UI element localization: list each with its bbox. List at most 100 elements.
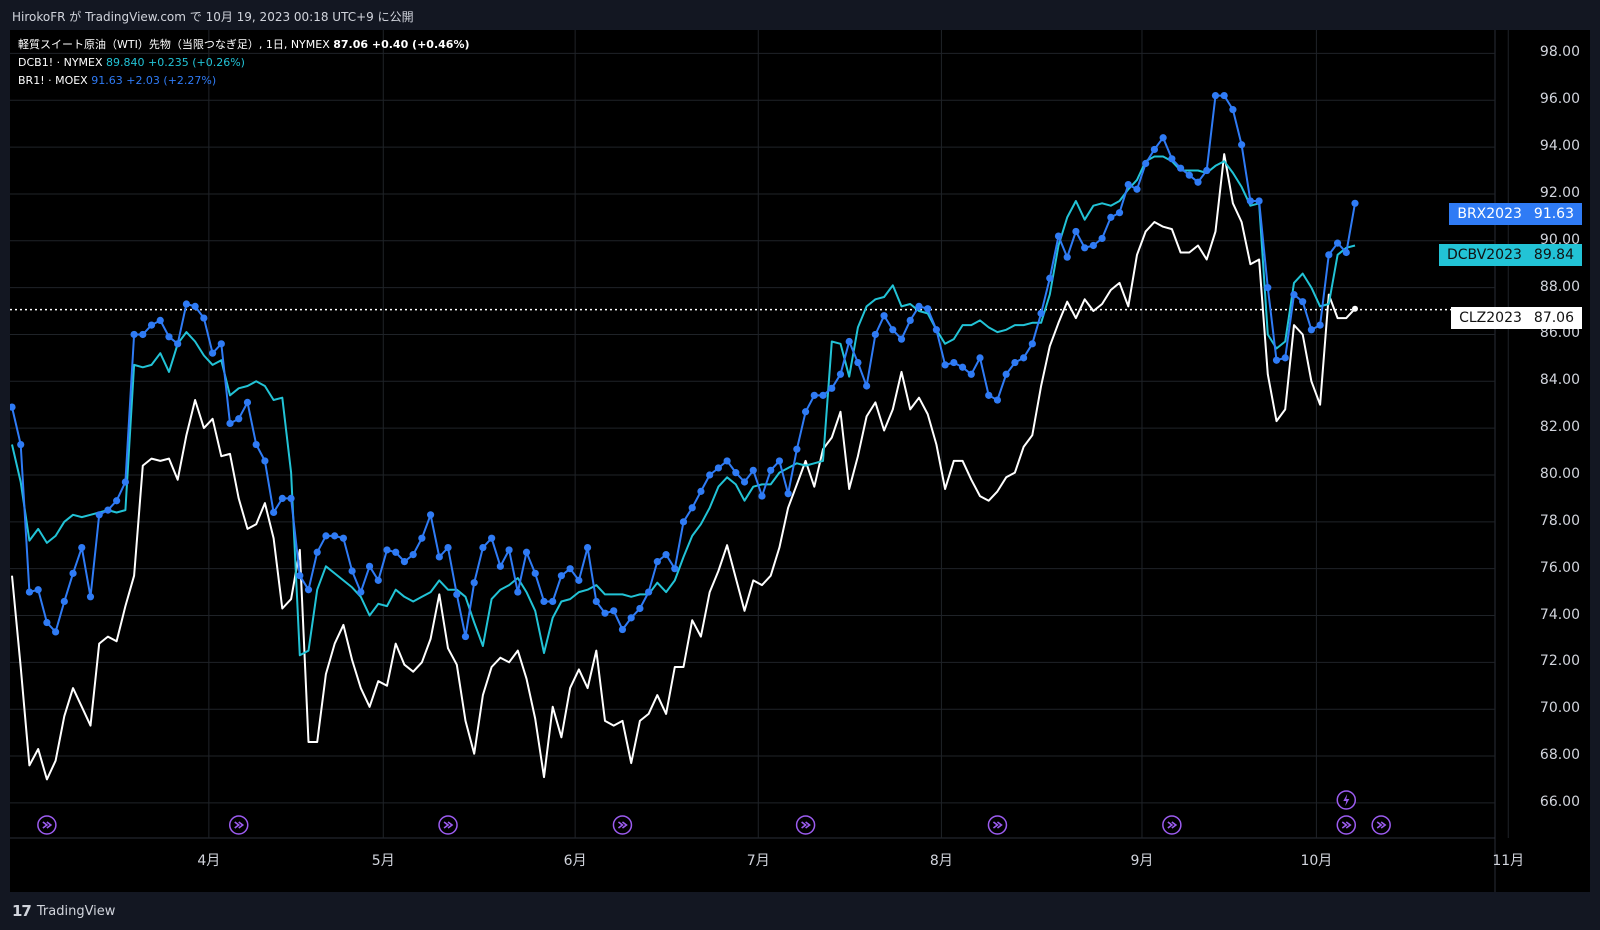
data-point-br <box>880 312 888 320</box>
data-point-br <box>235 415 243 423</box>
data-point-br <box>714 464 722 472</box>
data-point-br <box>104 506 112 514</box>
x-tick-label: 9月 <box>1130 853 1154 869</box>
y-tick-label: 66.00 <box>1539 793 1580 810</box>
data-point-br <box>1211 91 1220 100</box>
data-point-br <box>409 551 417 559</box>
data-point-br <box>339 534 347 542</box>
data-point-br <box>252 440 260 449</box>
legend-dcb[interactable]: DCB1! · NYMEX 89.840 +0.235 (+0.26%) <box>18 54 470 72</box>
data-point-br <box>1194 178 1202 186</box>
data-point-br <box>261 457 269 465</box>
data-point-br <box>740 478 749 486</box>
legend-wti[interactable]: 軽質スイート原油（WTI）先物（当限つなぎ足）, 1日, NYMEX 87.06… <box>18 36 470 54</box>
data-point-br <box>365 562 374 570</box>
x-tick-label: 10月 <box>1300 853 1333 869</box>
dividend-event-icon[interactable] <box>612 815 633 835</box>
dividend-event-icon[interactable] <box>987 815 1008 835</box>
data-point-br <box>392 548 400 556</box>
data-point-br <box>304 586 313 594</box>
dividend-event-icon[interactable] <box>228 815 249 835</box>
data-point-br <box>540 597 548 606</box>
data-point-br <box>566 565 574 573</box>
dividend-event-icon[interactable] <box>37 815 57 835</box>
legend-dcb-label: DCB1! · NYMEX <box>18 56 103 69</box>
data-point-br <box>52 628 60 636</box>
x-tick-label: 7月 <box>746 853 770 869</box>
footer: 17 TradingView <box>0 892 1600 930</box>
price-tag-brx-symbol: BRX2023 <box>1457 206 1522 222</box>
data-point-br <box>95 511 103 519</box>
data-point-br <box>889 326 897 334</box>
series-line-wti[interactable] <box>11 153 1356 781</box>
data-point-br <box>1081 244 1089 252</box>
data-point-br <box>1098 234 1106 243</box>
data-point-br <box>915 302 923 310</box>
y-tick-label: 90.00 <box>1539 231 1580 248</box>
data-point-br <box>331 532 339 540</box>
data-point-br <box>575 576 583 584</box>
data-point-br <box>470 579 478 587</box>
data-point-br <box>86 593 95 601</box>
data-point-br <box>924 305 932 313</box>
data-point-br <box>758 492 766 500</box>
x-tick-label: 5月 <box>371 853 395 869</box>
dividend-event-icon[interactable] <box>1371 815 1391 835</box>
data-point-br <box>208 349 217 357</box>
data-point-br <box>854 358 862 367</box>
publish-header: HirokoFR が TradingView.com で 10月 19, 202… <box>0 0 1600 30</box>
data-point-br <box>313 548 321 556</box>
data-point-br <box>479 543 487 552</box>
price-tag-dcbv-symbol: DCBV2023 <box>1446 247 1522 263</box>
data-point-br <box>1272 356 1281 364</box>
data-point-br <box>383 546 391 554</box>
data-point-br <box>618 625 627 634</box>
dividend-event-icon[interactable] <box>1162 815 1182 835</box>
data-point-br <box>662 551 670 559</box>
data-point-br <box>706 471 714 479</box>
data-point-br <box>226 419 234 428</box>
dividend-event-icon[interactable] <box>438 815 458 835</box>
data-point-br <box>1159 134 1167 142</box>
data-point-br <box>1037 309 1045 317</box>
chart-legend: 軽質スイート原油（WTI）先物（当限つなぎ足）, 1日, NYMEX 87.06… <box>18 36 470 90</box>
y-tick-label: 68.00 <box>1539 747 1580 764</box>
data-point-br <box>828 384 836 392</box>
data-point-br <box>775 457 784 465</box>
data-point-br <box>461 632 470 641</box>
dividend-event-icon[interactable] <box>1336 815 1357 835</box>
chart-svg[interactable] <box>10 30 1590 892</box>
y-tick-label: 74.00 <box>1539 606 1580 623</box>
data-point-br <box>810 391 818 399</box>
data-point-br <box>950 358 958 367</box>
data-point-br <box>557 572 566 580</box>
price-tag-clz-symbol: CLZ2023 <box>1459 310 1522 326</box>
data-point-br <box>496 562 504 570</box>
data-point-br <box>182 300 191 308</box>
y-tick-label: 86.00 <box>1539 325 1580 342</box>
data-point-br <box>1002 370 1010 378</box>
data-point-br <box>1046 274 1054 282</box>
news-event-icon[interactable] <box>1336 790 1357 810</box>
data-point-br <box>426 511 435 519</box>
dividend-event-icon[interactable] <box>795 815 816 835</box>
data-point-br <box>653 558 661 566</box>
price-tag-dcbv-price: 89.84 <box>1533 247 1574 263</box>
data-point-br <box>941 361 949 369</box>
data-point-br <box>217 340 225 348</box>
data-point-br <box>1290 291 1298 299</box>
data-point-br <box>1203 166 1211 175</box>
data-point-br <box>1238 141 1246 149</box>
tradingview-logo-icon: 17 <box>12 902 32 920</box>
data-point-br <box>243 398 252 406</box>
data-point-br <box>836 370 845 378</box>
data-point-br <box>1220 91 1228 100</box>
legend-br[interactable]: BR1! · MOEX 91.63 +2.03 (+2.27%) <box>18 72 470 90</box>
data-point-br <box>819 391 827 399</box>
data-point-br <box>43 618 51 627</box>
y-tick-label: 80.00 <box>1539 465 1580 482</box>
tradingview-brand[interactable]: 17 TradingView <box>12 902 115 920</box>
price-tag-dcbv: DCBV2023 89.84 <box>1438 244 1582 266</box>
chart-area[interactable]: 軽質スイート原油（WTI）先物（当限つなぎ足）, 1日, NYMEX 87.06… <box>10 30 1590 892</box>
data-point-br <box>514 588 522 596</box>
